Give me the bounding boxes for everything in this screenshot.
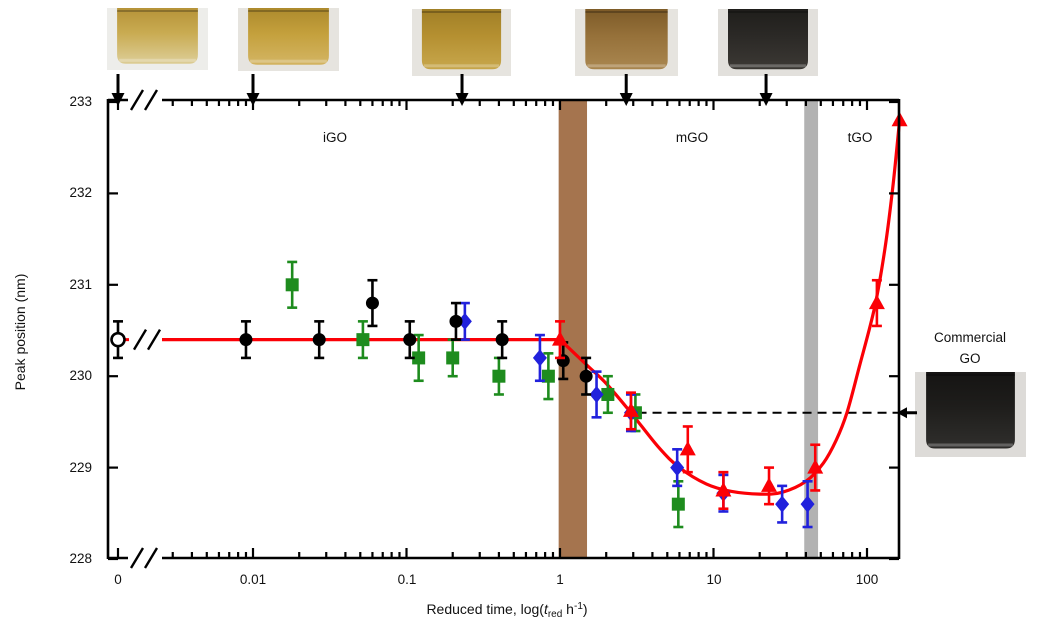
data-point: [403, 333, 417, 347]
axis-break-icon: [132, 329, 148, 351]
brown-band: [558, 100, 588, 558]
data-point: [761, 477, 778, 492]
sample-photo-4: [575, 9, 678, 76]
x-axis-title-exponent: -1: [573, 601, 583, 612]
region-label-igo: iGO: [322, 130, 348, 145]
x-axis-title-subscript: red: [547, 609, 563, 620]
commercial-go-photo: [915, 372, 1026, 457]
sample-photo-3: [412, 9, 511, 76]
axis-break-icon: [129, 547, 145, 569]
x-tick-label: 0.01: [239, 572, 267, 587]
data-point: [541, 369, 555, 383]
axes: [106, 98, 901, 560]
sample-photo-2: [238, 8, 339, 71]
data-point: [285, 278, 299, 292]
commercial-go-label-line2: GO: [959, 350, 981, 366]
data-point: [457, 312, 472, 330]
sample-photo-5: [718, 9, 818, 76]
y-tick-label: 233: [69, 94, 92, 109]
fit-curve: [162, 120, 902, 496]
data-point: [495, 333, 509, 347]
data-point: [579, 369, 593, 383]
data-point: [622, 402, 639, 417]
data-point: [532, 349, 547, 367]
x-axis-title-unit: h: [562, 601, 574, 617]
data-point: [552, 331, 568, 346]
data-point: [715, 481, 732, 497]
data-point: [589, 385, 604, 403]
axis-break-icon: [129, 89, 145, 111]
sample-photo-1: [107, 8, 208, 70]
x-tick-label: 100: [855, 572, 879, 587]
data-point: [775, 495, 790, 513]
data-point: [312, 333, 326, 347]
series-green-squares: [285, 260, 685, 529]
y-tick-label: 231: [69, 277, 92, 292]
x-axis-title-text: Reduced time, log(: [426, 601, 544, 617]
data-point: [800, 495, 815, 513]
commercial-go-label-line1: Commercial: [933, 330, 1007, 345]
tick-marks: [108, 100, 899, 561]
y-tick-label: 228: [69, 551, 92, 566]
x-axis-title-close: ): [582, 601, 588, 617]
x-tick-label: 1: [556, 572, 564, 587]
x-axis-title-variable: t: [543, 601, 548, 617]
y-axis-title: Peak position (nm): [12, 273, 28, 391]
axis-break-icon: [143, 89, 159, 111]
y-tick-label: 232: [69, 185, 92, 200]
y-tick-label: 230: [69, 368, 92, 383]
axis-break-icon: [143, 547, 159, 569]
data-point: [679, 440, 696, 456]
x-tick-label: 10: [706, 572, 722, 587]
data-point: [365, 296, 379, 310]
data-point: [449, 314, 463, 328]
data-point: [492, 369, 506, 383]
x-axis-title: Reduced time, log(tred h-1): [426, 601, 587, 620]
series-black-circles: [110, 278, 593, 396]
y-tick-label: 229: [69, 460, 92, 475]
commercial-go-label: Commercial GO: [934, 328, 1006, 370]
commercial-go-arrow: [897, 407, 917, 419]
data-point: [601, 387, 615, 401]
axis-break-icon: [146, 329, 162, 351]
series-red-triangles: [552, 111, 908, 511]
data-point: [868, 294, 885, 310]
data-point: [807, 459, 824, 474]
data-point: [671, 497, 685, 511]
data-point: [356, 333, 370, 347]
data-point: [239, 333, 253, 347]
data-point: [412, 351, 426, 365]
region-label-mgo: mGO: [675, 130, 709, 145]
data-point: [670, 459, 685, 477]
data-point: [446, 351, 460, 365]
x-tick-label: 0.1: [397, 572, 417, 587]
x-tick-label: 0: [114, 572, 122, 587]
left-arrow-icon: [897, 407, 907, 419]
region-label-tgo: tGO: [847, 130, 873, 145]
data-point: [110, 331, 126, 348]
